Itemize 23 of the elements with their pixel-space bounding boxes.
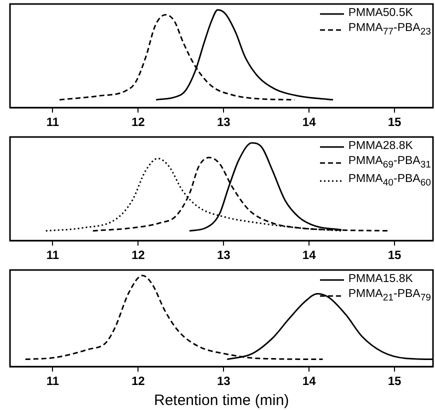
x-tick-label: 13 — [216, 374, 231, 388]
x-tick-label: 14 — [302, 115, 316, 130]
x-tick-label: 15 — [388, 115, 402, 130]
x-tick-label: 14 — [302, 374, 316, 388]
legend-label: PMMA28.8K — [348, 139, 413, 154]
x-tick-label: 12 — [132, 248, 146, 262]
x-tick-label: 12 — [132, 115, 146, 130]
x-tick-label: 11 — [46, 374, 60, 388]
x-axis-title: Retention time (min) — [154, 392, 290, 410]
legend-label: PMMA50.5K — [348, 6, 413, 21]
legend-label: PMMA15.8K — [348, 272, 413, 287]
x-tick-label: 14 — [302, 248, 316, 262]
x-tick-label: 11 — [46, 115, 60, 130]
x-tick-label: 13 — [216, 248, 231, 262]
x-tick-label: 13 — [216, 115, 231, 130]
legend-label: PMMA$_{77}$-PBA$_{23}$ — [348, 21, 431, 40]
legend-label: PMMA$_{21}$-PBA$_{79}$ — [348, 287, 431, 306]
x-tick-label: 15 — [388, 248, 402, 262]
x-tick-label: 15 — [388, 374, 402, 388]
legend-label: PMMA$_{69}$-PBA$_{31}$ — [348, 154, 431, 172]
x-tick-label: 11 — [46, 248, 60, 262]
legend-label: PMMA$_{40}$-PBA$_{60}$ — [348, 172, 431, 191]
x-tick-label: 12 — [132, 374, 146, 388]
